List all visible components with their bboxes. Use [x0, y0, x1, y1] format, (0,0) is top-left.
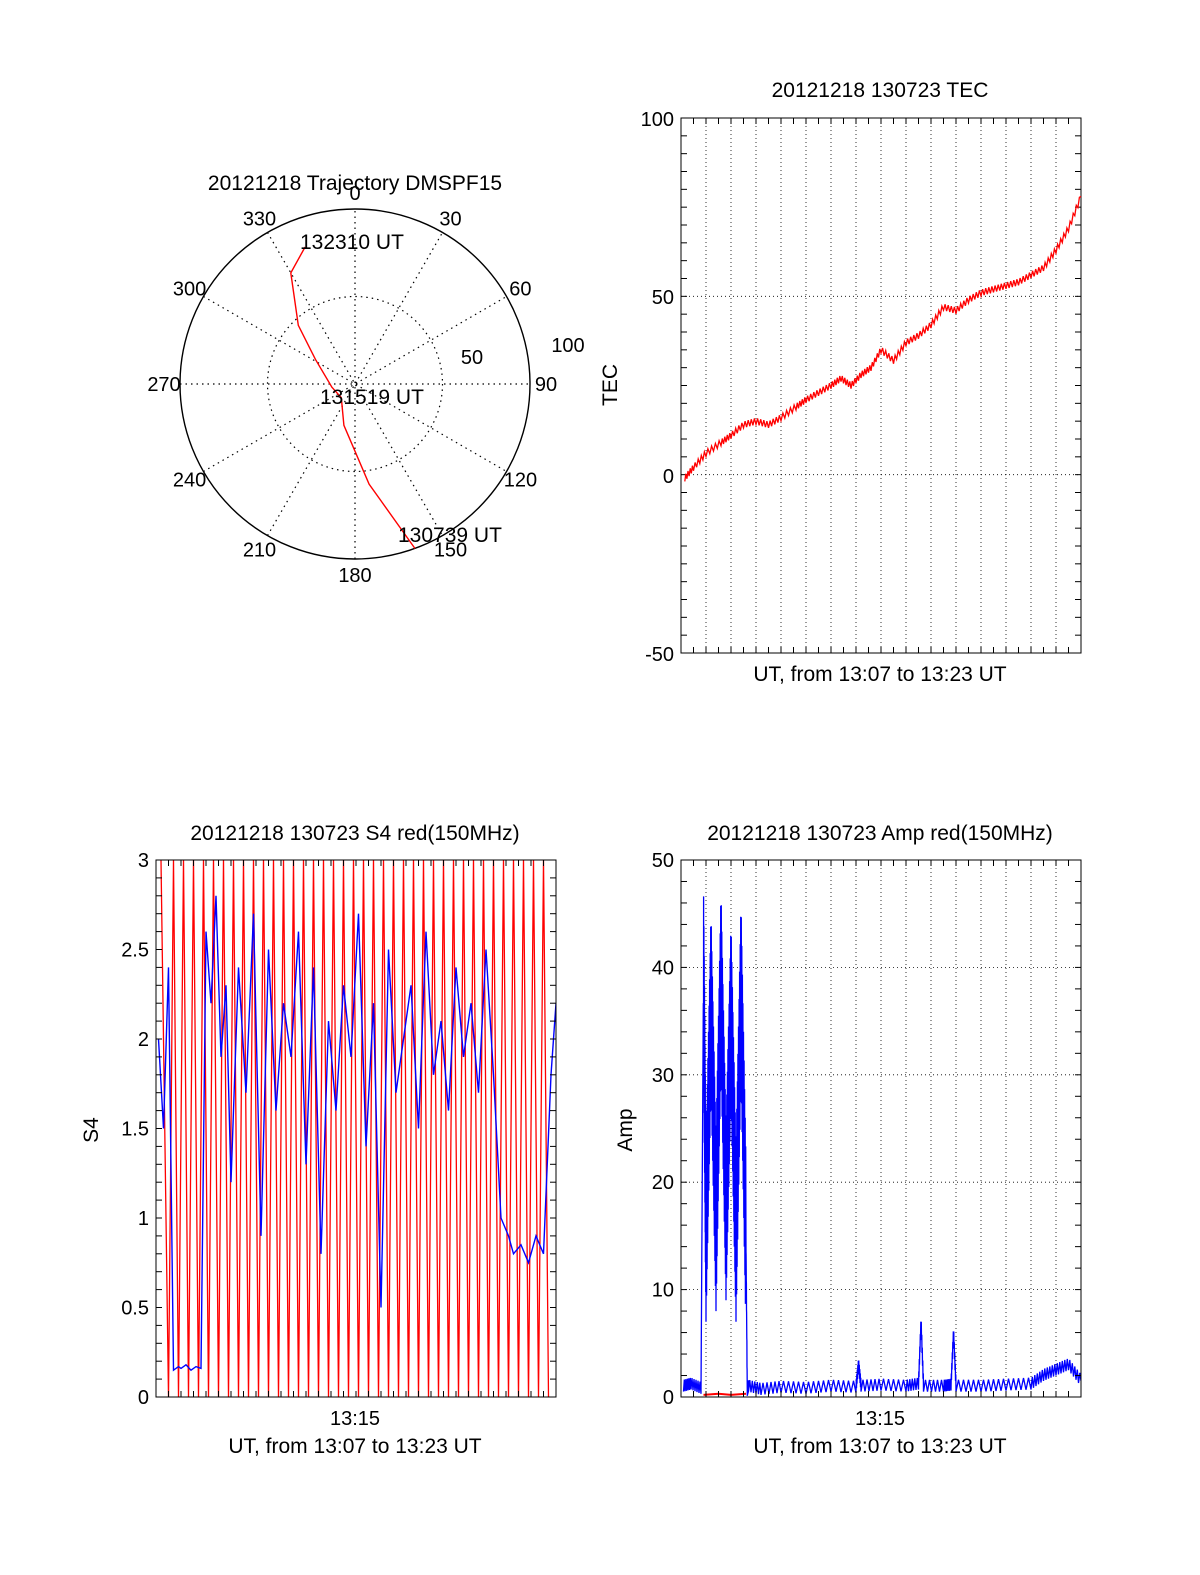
amp-ytick-label: 10	[652, 1280, 674, 1302]
amp-ytick-label: 30	[652, 1065, 674, 1087]
polar-spoke	[266, 232, 444, 536]
polar-radial-label-50: 50	[461, 347, 483, 369]
polar-angle-label: 150	[434, 539, 467, 561]
trajectory-panel: 20121218 Trajectory DMSPF15 50 100 0 30 60…	[147, 172, 584, 587]
amp-xtick-label: 13:15	[855, 1408, 905, 1430]
s4-ytick-label: 1.5	[121, 1119, 149, 1141]
amp-panel: 20121218 130723 Amp red(150MHz) 0 10 20 30 4…	[614, 822, 1082, 1458]
s4-ytick-label: 2.5	[121, 940, 149, 962]
polar-angle-label: 120	[504, 470, 537, 492]
s4-ytick-label: 3	[138, 850, 149, 872]
s4-panel: 20121218 130723 S4 red(150MHz) 0 0.5 1 1.5 2…	[80, 822, 557, 1458]
polar-angle-label: 240	[173, 470, 206, 492]
s4-blue-series-line	[157, 895, 556, 1372]
polar-spoke	[266, 232, 444, 536]
amp-blue-series-line	[682, 896, 1081, 1396]
track-annotation-start: 130739 UT	[398, 524, 502, 547]
tec-title: 20121218 130723 TEC	[772, 79, 989, 102]
polar-angle-label: 30	[439, 209, 461, 231]
polar-angle-label: 330	[243, 209, 276, 231]
s4-ylabel: S4	[80, 1117, 103, 1143]
s4-red-series-line	[160, 860, 550, 1397]
amp-ytick-label: 50	[652, 850, 674, 872]
amp-ytick-label: 0	[663, 1387, 674, 1409]
tec-ytick-label-50: 50	[652, 287, 674, 309]
s4-ytick-labels: 0 0.5 1 1.5 2 2.5 3	[121, 850, 149, 1409]
polar-spoke	[203, 295, 507, 473]
tec-ytick-label-0: 0	[663, 466, 674, 488]
tec-grid	[681, 118, 1081, 653]
tec-ylabel: TEC	[599, 364, 622, 406]
polar-angle-label: 90	[535, 374, 557, 396]
s4-xtick-label: 13:15	[330, 1408, 380, 1430]
tec-ytick-label-100: 100	[641, 109, 674, 131]
track-annotation-mid: 131519 UT	[320, 386, 424, 409]
tec-series-line	[684, 195, 1082, 482]
s4-ytick-label: 0.5	[121, 1298, 149, 1320]
amp-ylabel: Amp	[614, 1108, 637, 1151]
polar-inner-circle	[266, 295, 444, 473]
polar-angle-label: 0	[349, 183, 360, 205]
polar-radial-label-100: 100	[551, 335, 584, 357]
s4-series-group	[157, 860, 556, 1397]
amp-ytick-label: 20	[652, 1172, 674, 1194]
tec-panel: 20121218 130723 TEC 100 50 0 -50 TEC UT,…	[599, 79, 1082, 686]
polar-spoke	[203, 295, 507, 473]
s4-plot-frame	[155, 859, 557, 1398]
amp-ticks	[680, 859, 1082, 1398]
amp-ytick-labels: 0 10 20 30 40 50	[652, 850, 674, 1409]
s4-xlabel: UT, from 13:07 to 13:23 UT	[228, 1435, 481, 1458]
polar-angle-label: 60	[509, 279, 531, 301]
amp-ytick-label: 40	[652, 957, 674, 979]
s4-ytick-label: 1	[138, 1208, 149, 1230]
amp-series-group	[682, 896, 1081, 1396]
polar-angle-label: 300	[173, 279, 206, 301]
amp-title: 20121218 130723 Amp red(150MHz)	[707, 822, 1053, 845]
tec-plot-frame	[680, 117, 1082, 654]
polar-angle-label: 270	[147, 374, 180, 396]
tec-ytick-label-neg50: -50	[645, 644, 674, 666]
tec-xlabel: UT, from 13:07 to 13:23 UT	[753, 663, 1006, 686]
amp-red-series-line	[703, 1392, 747, 1396]
s4-ytick-label: 2	[138, 1029, 149, 1051]
s4-ytick-label: 0	[138, 1387, 149, 1409]
amp-grid	[681, 860, 1081, 1397]
polar-angle-label: 180	[338, 565, 371, 587]
trajectory-title: 20121218 Trajectory DMSPF15	[208, 172, 502, 195]
track-annotation-end: 132310 UT	[300, 231, 404, 254]
trajectory-track	[290, 246, 416, 549]
polar-angle-labels: 0 30 60 90 120 150 180 210 240 270 300 330	[147, 183, 557, 587]
polar-angle-label: 210	[243, 539, 276, 561]
amp-xlabel: UT, from 13:07 to 13:23 UT	[753, 1435, 1006, 1458]
amp-plot-frame	[680, 859, 1082, 1398]
s4-title: 20121218 130723 S4 red(150MHz)	[190, 822, 519, 845]
polar-grid	[179, 208, 531, 560]
